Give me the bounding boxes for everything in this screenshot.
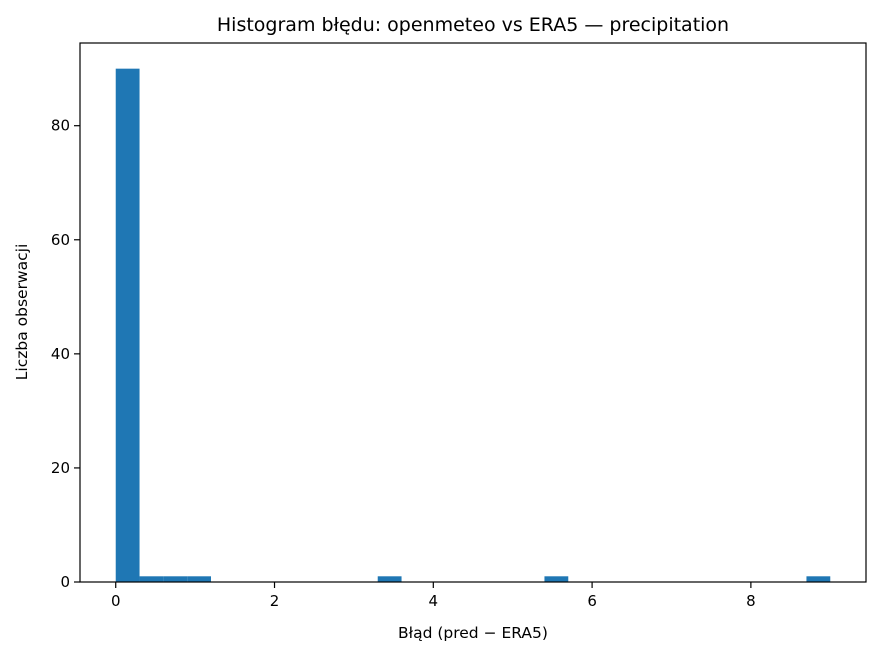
x-tick-label: 4 — [429, 592, 439, 610]
histogram-bar — [806, 576, 831, 582]
histogram-bar — [187, 576, 211, 582]
histogram-bar — [115, 68, 140, 582]
y-axis-label: Liczba obserwacji — [13, 244, 31, 380]
plot-frame — [79, 42, 867, 583]
y-tick-label: 80 — [51, 117, 70, 135]
x-tick-label: 2 — [270, 592, 280, 610]
bars-group — [115, 68, 831, 582]
x-axis-label: Błąd (pred − ERA5) — [398, 624, 548, 642]
y-tick-label: 20 — [51, 459, 70, 477]
y-axis-ticks: 0 20 40 60 80 — [51, 117, 80, 591]
x-tick-label: 8 — [746, 592, 756, 610]
histogram-bar — [377, 576, 402, 582]
x-tick-label: 6 — [587, 592, 597, 610]
histogram-bar — [544, 576, 569, 582]
histogram-bar — [163, 576, 188, 582]
y-tick-label: 60 — [51, 231, 70, 249]
x-axis-ticks: 0 2 4 6 8 — [111, 582, 756, 610]
histogram-bar — [139, 576, 164, 582]
y-tick-label: 40 — [51, 345, 70, 363]
x-tick-label: 0 — [111, 592, 121, 610]
y-tick-label: 0 — [60, 573, 70, 591]
chart-title: Histogram błędu: openmeteo vs ERA5 — pre… — [217, 14, 729, 36]
